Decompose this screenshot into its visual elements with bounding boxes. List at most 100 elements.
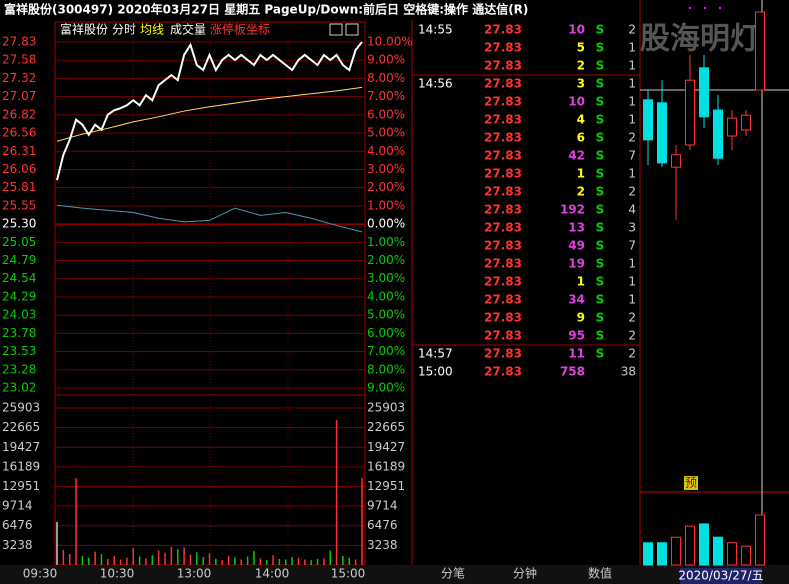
percent-tick-label: 8.00% [367,362,405,376]
trade-count: 2 [628,311,636,325]
price-tick-label: 25.81 [2,180,36,194]
legend-item: 分时 [112,23,136,37]
trade-price: 27.83 [484,293,522,307]
trade-count: 4 [628,203,636,217]
trade-price: 27.83 [484,239,522,253]
dot [703,6,707,10]
price-tick-label: 24.03 [2,308,36,322]
trade-volume: 2 [577,59,585,73]
trade-side: S [596,275,605,289]
trade-volume: 42 [568,149,585,163]
trade-side: S [596,95,605,109]
volume-tick-label: 3238 [367,538,398,552]
trade-count: 1 [628,167,636,181]
trade-volume: 9 [577,311,585,325]
trade-count: 7 [628,239,636,253]
tab[interactable]: 分笔 [441,566,465,581]
trade-count: 1 [628,59,636,73]
trade-volume: 19 [568,257,585,271]
trade-count: 1 [628,77,636,91]
trade-count: 1 [628,41,636,55]
price-tick-label: 24.79 [2,253,36,267]
trade-price: 27.83 [484,329,522,343]
percent-tick-label: 10.00% [367,35,413,49]
trade-count: 2 [628,185,636,199]
price-tick-label: 23.02 [2,381,36,395]
trade-price: 27.83 [484,77,522,91]
trade-volume: 10 [568,95,585,109]
price-tick-label: 27.58 [2,53,36,67]
volume-tick-label: 9714 [2,499,33,513]
trade-volume: 49 [568,239,585,253]
trade-count: 1 [628,275,636,289]
trade-side: S [596,185,605,199]
trade-volume: 10 [568,23,585,37]
trade-volume: 95 [568,329,585,343]
trade-price: 27.83 [484,185,522,199]
percent-tick-label: 2.00% [367,180,405,194]
trade-side: S [596,257,605,271]
trade-side: S [596,41,605,55]
trade-side: S [596,347,605,361]
bottom-bar [0,565,789,584]
volume-tick-label: 9714 [367,499,398,513]
candle-body [741,114,751,131]
trade-side: S [596,113,605,127]
price-tick-label: 23.53 [2,344,36,358]
candle-body [699,67,709,118]
percent-tick-label: 0.00% [367,217,405,231]
trade-price: 27.83 [484,149,522,163]
price-tick-label: 25.55 [2,198,36,212]
trade-count: 7 [628,149,636,163]
volume-tick-label: 19427 [367,440,405,454]
percent-tick-label: 9.00% [367,381,405,395]
price-tick-label: 27.07 [2,89,36,103]
trade-count: 2 [628,131,636,145]
candle-body [685,79,695,146]
trade-volume: 34 [568,293,585,307]
badge-bg [684,476,698,490]
volume-tick-label: 16189 [2,459,40,473]
trade-count: 2 [628,347,636,361]
daily-volume-bar [713,536,723,566]
watermark: 股海明灯 [640,22,760,57]
dot [718,6,722,10]
percent-tick-label: 2.00% [367,253,405,267]
price-tick-label: 26.06 [2,162,36,176]
trade-time: 14:55 [418,23,453,37]
trade-price: 27.83 [484,221,522,235]
price-tick-label: 25.05 [2,235,36,249]
trade-price: 27.83 [484,257,522,271]
price-tick-label: 23.78 [2,326,36,340]
icon[interactable] [329,23,343,36]
tab[interactable]: 分钟 [513,566,537,581]
trade-volume: 6 [577,131,585,145]
percent-tick-label: 7.00% [367,344,405,358]
trade-price: 27.83 [484,347,522,361]
trade-volume: 2 [577,185,585,199]
trade-price: 27.83 [484,203,522,217]
price-tick-label: 26.82 [2,107,36,121]
volume-tick-label: 12951 [367,479,405,493]
candle-body [727,117,737,137]
volume-tick-label: 6476 [367,518,398,532]
trade-time: 15:00 [418,365,453,379]
trade-price: 27.83 [484,275,522,289]
trade-side: S [596,311,605,325]
candle-body [755,11,765,91]
trade-count: 1 [628,95,636,109]
trade-time: 14:56 [418,77,453,91]
trade-count: 3 [628,221,636,235]
trade-price: 27.83 [484,23,522,37]
icon[interactable] [345,23,359,36]
trade-volume: 4 [577,113,585,127]
daily-volume-bar [755,514,765,566]
trade-side: S [596,239,605,253]
volume-tick-label: 25903 [367,401,405,415]
daily-volume-bar [741,545,751,566]
trade-price: 27.83 [484,167,522,181]
trade-side: S [596,23,605,37]
tab[interactable]: 数值 [588,566,612,581]
price-line [56,41,363,181]
